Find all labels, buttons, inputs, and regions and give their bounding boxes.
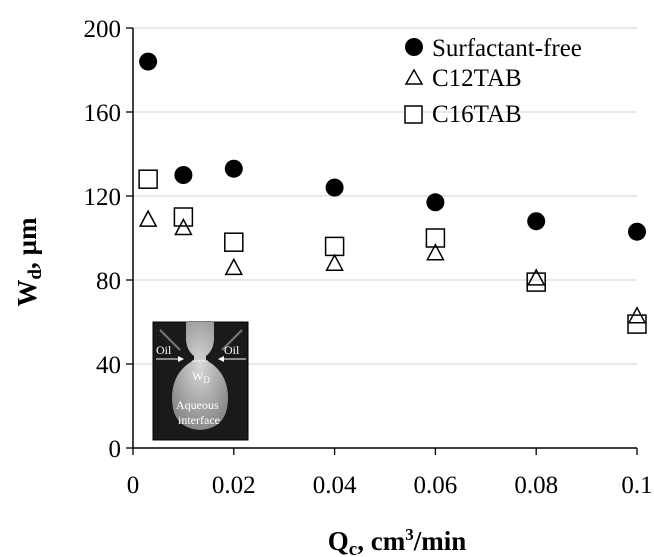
legend: Surfactant-free C12TAB C16TAB — [404, 35, 582, 128]
point-c12tab-1 — [174, 217, 193, 236]
point-c16tab-6 — [627, 314, 647, 334]
point-surfactant-free-5 — [527, 212, 546, 231]
inset-oil-left-label: Oil — [156, 343, 172, 357]
y-tick-labels: 0 40 80 120 160 200 — [84, 16, 122, 463]
point-surfactant-free-2 — [224, 159, 243, 178]
y-tick-label-3: 120 — [84, 184, 122, 211]
legend-label-c12tab: C12TAB — [432, 65, 522, 92]
y-tick-label-5: 200 — [84, 16, 122, 43]
inset-aqueous-label: Aqueous — [176, 398, 219, 412]
point-surfactant-free-6 — [628, 222, 646, 241]
legend-marker-surfactant-free — [405, 38, 423, 56]
x-tick-label-0: 0 — [127, 472, 140, 499]
point-c16tab-0 — [138, 169, 158, 189]
point-c12tab-4 — [426, 243, 445, 261]
x-tick-label-1: 0.02 — [212, 472, 256, 499]
y-tick-label-0: 0 — [109, 436, 122, 463]
point-c16tab-4 — [425, 228, 446, 248]
y-axis-title: Wd, µm — [12, 217, 46, 307]
point-c16tab-3 — [324, 236, 345, 257]
x-tick-label-4: 0.08 — [514, 472, 558, 499]
x-axis-title: Qc, cm3/min — [328, 525, 466, 557]
legend-marker-c12tab — [404, 68, 424, 85]
legend-label-surfactant-free: Surfactant-free — [432, 35, 582, 62]
legend-marker-c16tab — [404, 105, 423, 124]
y-tick-label-2: 80 — [96, 268, 121, 295]
point-surfactant-free-0 — [139, 52, 158, 71]
point-surfactant-free-3 — [325, 178, 344, 197]
x-tick-label-5: 0.1 — [621, 472, 652, 499]
inset-droplet-image: Oil Oil WD Aqueous interface — [152, 321, 249, 441]
point-surfactant-free-1 — [174, 166, 193, 184]
y-tick-label-1: 40 — [96, 352, 121, 379]
point-c12tab-0 — [138, 209, 158, 227]
inset-oil-right-label: Oil — [224, 343, 240, 357]
point-c16tab-2 — [224, 232, 244, 252]
x-tick-labels: 0 0.02 0.04 0.06 0.08 0.1 — [127, 472, 653, 499]
series-markers — [138, 52, 647, 334]
inset-interface-label: interface — [178, 413, 220, 427]
axes — [126, 27, 638, 455]
point-c12tab-2 — [224, 257, 244, 276]
point-c12tab-5 — [526, 268, 546, 286]
point-surfactant-free-4 — [426, 193, 445, 212]
inset-width-label: WD — [192, 369, 210, 385]
point-c16tab-5 — [526, 272, 546, 292]
y-tick-label-4: 160 — [84, 100, 122, 127]
point-c16tab-1 — [173, 207, 194, 227]
point-c12tab-3 — [325, 253, 344, 271]
x-tick-label-3: 0.06 — [414, 472, 458, 499]
x-tick-label-2: 0.04 — [313, 472, 357, 499]
legend-label-c16tab: C16TAB — [432, 101, 522, 128]
grid-lines — [133, 27, 637, 365]
